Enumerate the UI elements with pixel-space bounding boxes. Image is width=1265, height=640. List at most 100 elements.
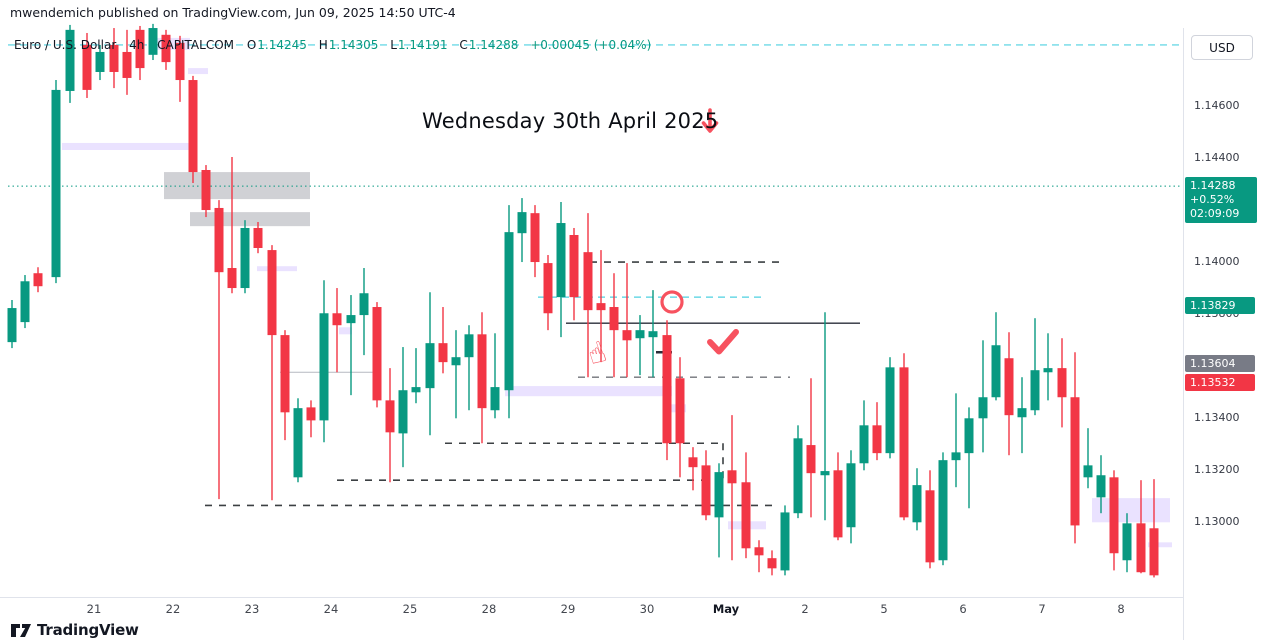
candles: [7, 23, 1159, 578]
candle-body: [385, 400, 395, 433]
candle-body: [188, 80, 198, 173]
candle-body: [820, 471, 830, 476]
candle-body: [240, 227, 250, 289]
candle-body: [872, 425, 882, 454]
time-label: 22: [165, 602, 181, 616]
supply-demand-zone: [1092, 498, 1170, 523]
annotation-icons: [660, 108, 739, 355]
candle-body: [280, 335, 290, 413]
candle-body: [569, 235, 579, 298]
candle-body: [332, 313, 342, 326]
candle-body: [675, 378, 685, 444]
time-label: 21: [86, 602, 102, 616]
low-label: L: [390, 38, 397, 52]
candle-body: [161, 34, 171, 63]
candle-body: [438, 343, 448, 363]
candle-body: [346, 315, 356, 324]
gray-zone: [164, 172, 310, 200]
candle-body: [1109, 477, 1119, 554]
candle-body: [622, 330, 632, 341]
supply-demand-zone: [1148, 542, 1172, 548]
candle-body: [833, 470, 843, 538]
candle-body: [464, 334, 474, 358]
candle-body: [688, 457, 698, 468]
tradingview-logo-text: TradingView: [37, 621, 139, 639]
price-badge: 1.13604: [1185, 355, 1255, 373]
tradingview-logo[interactable]: TradingView: [10, 621, 139, 639]
candle-body: [859, 425, 869, 464]
candle-body: [780, 512, 790, 571]
candle-body: [596, 303, 606, 311]
candle-body: [306, 407, 316, 421]
candle-body: [978, 397, 988, 419]
candle-body: [793, 438, 803, 514]
time-label: 30: [639, 602, 655, 616]
candle-body: [648, 331, 658, 338]
red-checkmark-icon: [707, 329, 739, 355]
candle-body: [65, 29, 75, 91]
candle-body: [1096, 475, 1106, 498]
open-value: 1.14245: [257, 38, 307, 52]
supply-demand-zone: [152, 37, 190, 50]
candle-body: [319, 313, 329, 421]
interval-label[interactable]: 4h: [129, 38, 145, 52]
red-down-arrow-head-icon: [701, 121, 719, 133]
gray-zone: [190, 212, 310, 227]
candle-body: [451, 357, 461, 366]
price-tick: 1.13400: [1194, 410, 1240, 424]
candle-body: [701, 465, 711, 516]
candle-body: [227, 268, 237, 289]
supply-demand-zone: [339, 327, 352, 335]
candle-body: [398, 390, 408, 434]
symbol-header: Euro / U.S. Dollar 4h CAPITALCOM O1.1424…: [14, 38, 659, 52]
candle-body: [1122, 523, 1132, 561]
candle-body: [425, 343, 435, 389]
time-label: 24: [323, 602, 339, 616]
price-tick: 1.14000: [1194, 254, 1240, 268]
candle-body: [253, 227, 263, 248]
time-axis[interactable]: 21 22 23 24 25 28 29 30 May 2 5 6 7 8: [0, 597, 1183, 621]
close-label: C: [459, 38, 468, 52]
candle-body: [912, 485, 922, 523]
candle-body: [175, 42, 185, 81]
candle-body: [583, 252, 593, 311]
candle-body: [20, 281, 30, 323]
candle-body: [411, 387, 421, 393]
candle-body: [662, 335, 672, 444]
published-line: mwendemich published on TradingView.com,…: [10, 5, 456, 20]
open-label: O: [246, 38, 257, 52]
time-label: 7: [1038, 602, 1046, 616]
price-tick: 1.14600: [1194, 98, 1240, 112]
candle-body: [82, 44, 92, 90]
supply-demand-zone: [505, 386, 672, 397]
candle-body: [556, 223, 566, 298]
price-axis[interactable]: USD 1.138001.146001.144001.140001.134001…: [1183, 28, 1265, 640]
annotation-text: Wednesday 30th April 2025: [422, 108, 719, 133]
currency-toggle-button[interactable]: USD: [1191, 35, 1253, 60]
candle-body: [201, 170, 211, 211]
candle-body: [1030, 370, 1040, 411]
candle-body: [109, 44, 119, 72]
candle-body: [504, 232, 514, 391]
candle-body: [1149, 528, 1159, 576]
candle-body: [1043, 368, 1053, 373]
time-label: May: [712, 602, 740, 616]
candle-body: [214, 207, 224, 273]
candle-body: [925, 490, 935, 563]
candle-body: [714, 472, 724, 518]
candle-body: [767, 558, 777, 569]
candle-body: [530, 213, 540, 263]
candle-body: [635, 330, 645, 339]
candle-body: [517, 212, 527, 234]
price-tick: 1.13200: [1194, 462, 1240, 476]
candle-body: [609, 307, 619, 331]
candle-body: [95, 51, 105, 72]
close-value: 1.14288: [468, 38, 519, 52]
symbol-name[interactable]: Euro / U.S. Dollar: [14, 38, 117, 52]
candle-body: [51, 89, 61, 278]
price-tick: 1.13000: [1194, 514, 1240, 528]
candle-body: [754, 547, 764, 556]
candle-body: [490, 387, 500, 411]
last-price-badge: 1.14288 +0.52% 02:09:09: [1185, 177, 1257, 224]
